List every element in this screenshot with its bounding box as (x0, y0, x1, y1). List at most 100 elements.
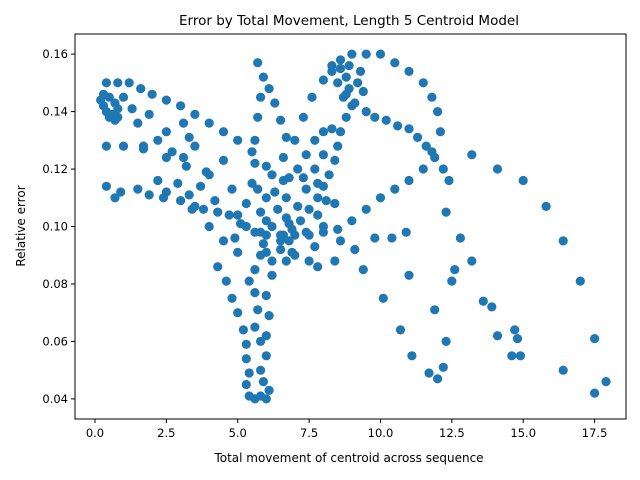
data-point (313, 178, 323, 188)
data-point (433, 107, 443, 117)
data-point (344, 84, 354, 94)
data-point (261, 230, 271, 240)
x-tick-label: 5.0 (229, 426, 247, 440)
data-point (256, 207, 266, 217)
data-point (418, 164, 428, 174)
data-point (161, 127, 171, 137)
data-point (256, 336, 266, 346)
data-point (301, 227, 311, 237)
data-point (241, 379, 251, 390)
data-point (293, 201, 303, 211)
data-point (455, 233, 465, 243)
data-point (173, 178, 183, 188)
data-point (273, 204, 283, 214)
data-point (590, 334, 600, 344)
data-point (335, 55, 346, 65)
data-point (353, 78, 363, 88)
data-point (250, 322, 260, 332)
data-point (318, 221, 328, 232)
data-point (418, 78, 428, 88)
data-point (350, 98, 360, 108)
data-point (244, 368, 254, 378)
data-point (178, 118, 189, 128)
data-point (118, 92, 129, 102)
data-point (278, 152, 288, 163)
data-point (136, 84, 146, 94)
data-point (430, 152, 440, 163)
data-point (230, 233, 240, 243)
data-point (241, 354, 251, 364)
data-point (158, 193, 169, 203)
data-point (227, 184, 237, 194)
data-point (190, 141, 200, 151)
data-point (181, 161, 191, 171)
data-point (233, 135, 243, 145)
x-tick-label: 15.0 (510, 426, 536, 440)
data-point (361, 49, 371, 59)
data-point (281, 132, 291, 142)
data-point (407, 351, 417, 361)
data-point (424, 368, 434, 378)
data-point (253, 58, 263, 68)
data-point (390, 58, 400, 68)
data-point (264, 385, 274, 395)
data-point (184, 190, 194, 200)
data-point (153, 175, 163, 186)
data-point (241, 198, 251, 209)
data-point (395, 325, 406, 335)
data-point (438, 164, 448, 174)
data-point (261, 161, 271, 171)
data-point (358, 86, 368, 97)
data-point (355, 66, 366, 76)
data-point (161, 95, 171, 105)
data-point (218, 155, 229, 165)
x-tick-label: 10.0 (368, 426, 394, 440)
data-point (347, 216, 357, 226)
data-point (196, 181, 206, 191)
data-point (361, 107, 371, 117)
data-point (307, 92, 317, 102)
data-point (335, 63, 346, 74)
data-point (370, 112, 380, 122)
data-point (327, 66, 337, 76)
x-tick-label: 7.5 (300, 426, 318, 440)
data-point (304, 256, 314, 266)
data-point (253, 305, 263, 315)
data-point (333, 224, 343, 234)
data-point (298, 173, 308, 183)
data-point (101, 181, 111, 191)
data-point (507, 351, 517, 361)
data-point (144, 190, 154, 200)
data-point (250, 227, 260, 237)
data-point (284, 219, 294, 229)
data-point (250, 265, 260, 275)
data-point (218, 127, 229, 137)
x-axis-ticks: 0.0 2.5 5.0 7.5 10.0 12.5 15.0 17.5 (86, 419, 607, 440)
data-point (233, 210, 243, 220)
data-point (327, 124, 337, 134)
data-point (261, 290, 271, 301)
data-point (321, 196, 331, 206)
data-point (404, 66, 414, 76)
data-point (133, 118, 143, 128)
data-point (324, 170, 334, 180)
y-axis-ticks: 0.04 0.06 0.08 0.10 0.12 0.14 0.16 (42, 47, 75, 406)
data-point (318, 127, 328, 137)
data-point (241, 221, 251, 232)
y-tick-label: 0.12 (42, 162, 68, 176)
data-point (541, 201, 551, 211)
data-point (575, 276, 585, 286)
data-point (201, 167, 211, 177)
data-point (298, 112, 308, 122)
data-point (144, 109, 154, 119)
data-point (213, 207, 223, 217)
x-axis-label: Total movement of centroid across sequen… (213, 451, 483, 465)
data-point (101, 78, 111, 88)
data-point (344, 61, 354, 71)
data-point (435, 127, 445, 137)
data-point (124, 78, 134, 88)
data-point (176, 196, 186, 206)
data-point (304, 204, 314, 214)
data-point (447, 276, 457, 286)
data-point (113, 78, 123, 88)
